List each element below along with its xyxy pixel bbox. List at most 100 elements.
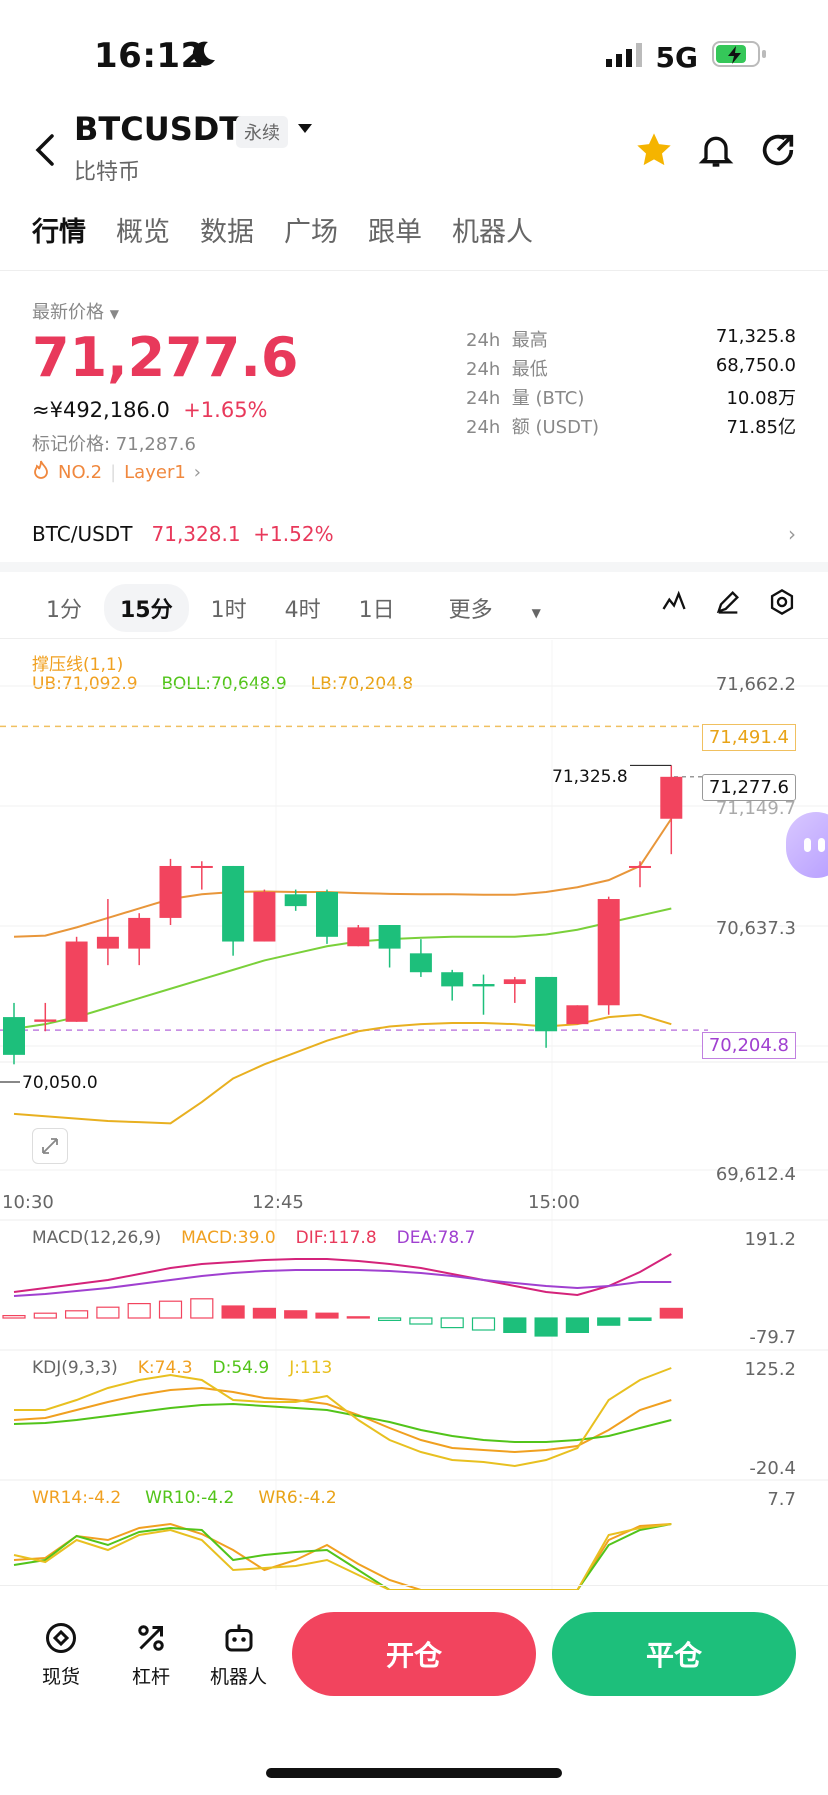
candle [409, 953, 432, 973]
main-tabs: 行情 概览 数据 广场 跟单 机器人 [32, 210, 533, 249]
macd-bar [471, 1317, 496, 1331]
kdj-axis-top: 125.2 [744, 1359, 796, 1380]
j-line [14, 1367, 672, 1468]
fire-icon [32, 460, 50, 485]
settings-icon[interactable] [768, 588, 796, 620]
spot-button[interactable]: 现货 [42, 1620, 80, 1689]
tab-square[interactable]: 广场 [284, 217, 338, 248]
tab-overview[interactable]: 概览 [116, 217, 170, 248]
dif-line [13, 1253, 672, 1297]
interval-more[interactable]: 更多 ▼ [448, 598, 541, 623]
macd-axis-bottom: -79.7 [749, 1327, 796, 1348]
candle [660, 776, 683, 819]
last-price-label[interactable]: 最新价格 ▼ [32, 302, 119, 323]
middle-band-line [13, 907, 672, 1030]
tab-bot[interactable]: 机器人 [452, 217, 533, 248]
macd-bar [503, 1317, 527, 1333]
pair-title[interactable]: BTCUSDT [74, 110, 242, 148]
pair-subname: 比特币 [74, 160, 141, 185]
boll-values: UB:71,092.9 BOLL:70,648.9 LB:70,204.8 [32, 674, 414, 694]
bot-button[interactable]: 机器人 [210, 1620, 267, 1689]
rank-row[interactable]: NO.2 | Layer1 › [32, 460, 201, 485]
home-indicator [266, 1768, 562, 1778]
d-line [13, 1402, 672, 1443]
kdj-values: KDJ(9,3,3) K:74.3 D:54.9 J:113 [32, 1358, 333, 1378]
stat-high: 24h 最高 71,325.8 [466, 326, 796, 351]
macd-bar [534, 1317, 558, 1337]
candle [128, 917, 151, 949]
tab-copytrade[interactable]: 跟单 [368, 217, 422, 248]
dea-line [13, 1269, 672, 1297]
tab-market[interactable]: 行情 [32, 217, 86, 248]
candle [65, 941, 88, 1022]
network-label: 5G [655, 41, 698, 74]
back-icon[interactable] [30, 130, 60, 170]
macd-bar [315, 1312, 339, 1319]
low-marker: 70,050.0 [22, 1073, 98, 1093]
macd-bar [597, 1317, 621, 1326]
wr10-line [13, 1523, 672, 1590]
time-label-2: 12:45 [252, 1192, 304, 1213]
share-icon[interactable] [758, 130, 798, 170]
wr-axis-top: 7.7 [767, 1489, 796, 1510]
stat-turnover: 24h 额 (USDT) 71.85亿 [466, 417, 796, 438]
draw-icon[interactable] [714, 588, 742, 620]
interval-1m[interactable]: 1分 [46, 598, 82, 623]
candle [96, 936, 119, 949]
candle [597, 899, 620, 1006]
time-label-3: 15:00 [528, 1192, 580, 1213]
macd-bar [190, 1298, 214, 1319]
main-indicator-title: 撑压线(1,1) [32, 655, 124, 675]
interval-1h[interactable]: 1时 [210, 598, 247, 623]
interval-tabs: 1分 15分 1时 4时 1日 更多 ▼ [30, 584, 573, 632]
mark-price: 标记价格: 71,287.6 [32, 434, 196, 455]
close-position-button[interactable]: 平仓 [552, 1612, 796, 1696]
moon-icon [190, 40, 216, 72]
star-icon[interactable] [634, 130, 674, 170]
macd-bar [33, 1312, 57, 1319]
indicator-icon[interactable] [660, 588, 688, 620]
leverage-button[interactable]: 杠杆 [132, 1620, 170, 1689]
candle [316, 891, 338, 937]
leverage-icon [138, 1625, 164, 1651]
kdj-axis-bottom: -20.4 [749, 1458, 796, 1479]
price-cny: ≈¥492,186.0 +1.65% [32, 398, 268, 422]
last-price: 71,277.6 [32, 326, 299, 389]
macd-bar [628, 1317, 652, 1322]
axis-price-3: 70,637.3 [715, 918, 796, 939]
interval-1d[interactable]: 1日 [358, 598, 395, 623]
wr14-line [13, 1522, 672, 1590]
candle [253, 891, 276, 942]
candle [378, 925, 401, 949]
macd-bar [565, 1317, 590, 1333]
interval-15m[interactable]: 15分 [104, 584, 189, 632]
current-price-label: 71,277.6 [701, 774, 796, 801]
expand-icon[interactable] [32, 1128, 68, 1164]
candle [347, 927, 370, 947]
candle [3, 1017, 25, 1055]
tab-data[interactable]: 数据 [200, 217, 254, 248]
chevron-down-icon[interactable] [298, 124, 312, 133]
spot-row[interactable]: BTC/USDT 71,328.1 +1.52% › [32, 522, 796, 546]
signal-icon [605, 41, 642, 74]
macd-bar [127, 1302, 151, 1319]
axis-price-1: 71,662.2 [715, 674, 796, 695]
macd-bar [346, 1316, 370, 1319]
macd-bar [284, 1310, 308, 1319]
chevron-right-icon: › [788, 522, 796, 546]
divider [0, 638, 828, 639]
candle [629, 865, 651, 868]
interval-4h[interactable]: 4时 [284, 598, 321, 623]
open-position-button[interactable]: 开仓 [292, 1612, 536, 1696]
assistant-bubble[interactable] [786, 812, 828, 878]
section-gap [0, 562, 828, 572]
macd-bar [96, 1306, 120, 1319]
divider [0, 1585, 828, 1586]
macd-axis-top: 191.2 [744, 1229, 796, 1250]
bell-icon[interactable] [696, 130, 736, 170]
k-line [13, 1386, 672, 1454]
macd-bar [158, 1300, 183, 1319]
wr-values: WR14:-4.2 WR10:-4.2 WR6:-4.2 [32, 1488, 337, 1508]
kline-chart[interactable] [0, 640, 828, 1590]
bottom-action-bar: 现货 杠杆 机器人 开仓 平仓 [0, 1590, 828, 1720]
